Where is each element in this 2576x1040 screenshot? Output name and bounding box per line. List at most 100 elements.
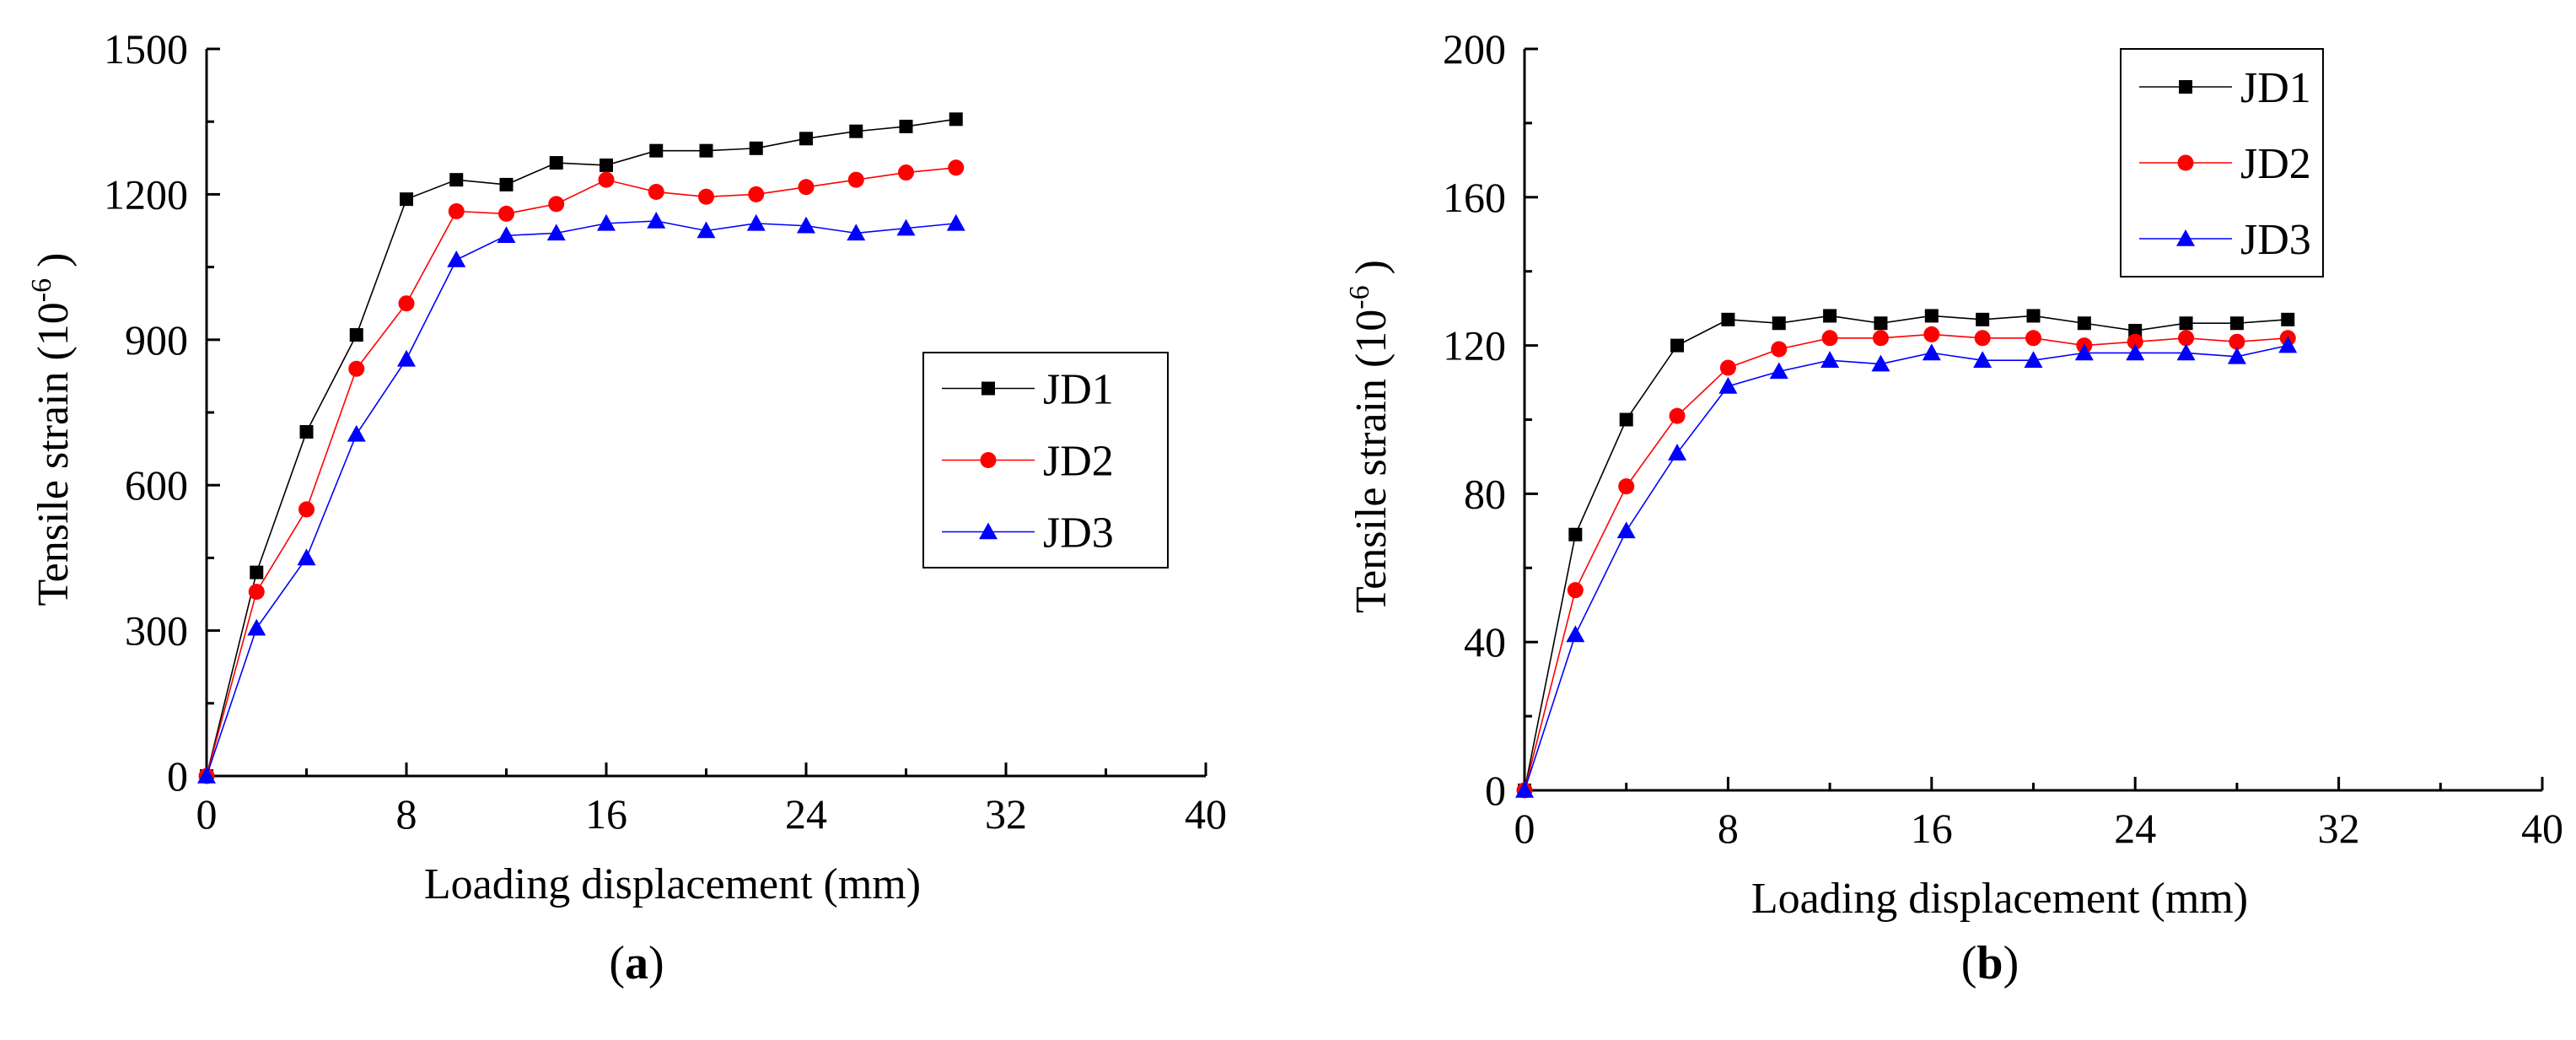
series-line-JD2	[206, 166, 956, 777]
x-tick-label: 16	[585, 790, 627, 838]
data-point-JD2	[1618, 478, 1635, 495]
data-point-JD2	[798, 179, 815, 196]
data-point-JD3	[847, 224, 866, 241]
y-tick-label: 900	[125, 316, 188, 364]
x-tick-label: 8	[1718, 805, 1739, 852]
data-point-JD3	[2278, 336, 2298, 353]
data-point-JD1	[349, 328, 363, 342]
data-point-JD2	[1821, 330, 1838, 347]
data-point-JD1	[2128, 324, 2143, 338]
x-tick-label: 0	[196, 790, 218, 838]
y-tick-label: 600	[125, 461, 188, 509]
data-point-JD3	[2024, 351, 2043, 368]
data-point-JD3	[1515, 781, 1534, 798]
series-JD3	[1515, 336, 2298, 798]
data-point-JD3	[2227, 347, 2246, 364]
data-point-JD2	[847, 171, 864, 188]
data-point-JD3	[347, 424, 366, 442]
legend-marker-JD1	[981, 381, 995, 396]
y-tick-label: 80	[1464, 470, 1506, 517]
legend-label-JD3: JD3	[1043, 509, 1114, 558]
data-point-JD3	[1668, 444, 1687, 461]
data-point-JD2	[348, 360, 365, 377]
data-point-JD1	[1670, 338, 1685, 353]
legend-label-JD3: JD3	[2240, 216, 2311, 264]
data-point-JD2	[298, 501, 315, 518]
data-point-JD2	[498, 205, 514, 222]
series-line-JD3	[1524, 344, 2288, 791]
data-point-JD2	[2229, 333, 2245, 350]
data-point-JD3	[546, 224, 566, 241]
data-point-JD1	[299, 424, 314, 439]
data-point-JD3	[1820, 351, 1840, 368]
series-line-JD3	[206, 220, 956, 777]
data-point-JD1	[649, 143, 664, 158]
legend-marker-JD2	[980, 452, 997, 468]
data-point-JD1	[899, 119, 913, 133]
x-tick-label: 16	[1911, 805, 1953, 852]
data-point-JD2	[1872, 330, 1889, 347]
data-point-JD1	[1568, 527, 1583, 542]
data-point-JD1	[1772, 316, 1786, 331]
series-JD1	[200, 112, 963, 783]
y-tick-label: 160	[1443, 174, 1506, 221]
series-line-JD1	[1524, 315, 2288, 791]
data-point-JD1	[400, 192, 413, 207]
data-point-JD2	[898, 164, 914, 181]
y-tick-label: 0	[1485, 767, 1506, 814]
data-point-JD3	[1922, 343, 1941, 361]
data-point-JD1	[1874, 316, 1888, 331]
data-point-JD3	[447, 250, 466, 267]
data-point-JD1	[2281, 312, 2295, 326]
y-axis-title-text: Tensile strain (10	[30, 302, 78, 606]
legend-marker-JD3	[979, 522, 998, 540]
panel-caption-close: )	[2003, 937, 2019, 989]
legend-marker-JD3	[2176, 229, 2195, 246]
data-point-JD1	[799, 132, 813, 146]
data-point-JD3	[1769, 362, 1788, 380]
data-point-JD3	[1566, 625, 1585, 643]
y-axis-title: Tensile strain (10-6 )	[26, 253, 78, 606]
y-axis-title-text: Tensile strain (10	[1347, 310, 1396, 613]
data-point-JD3	[696, 221, 716, 239]
x-tick-label: 32	[985, 790, 1027, 838]
legend-label-JD1: JD1	[1043, 366, 1114, 414]
chart-panel-b: 0 8 16 24 32 40 0 40 80 120 160 200 Loading displace…	[1344, 25, 2563, 989]
legend-label-JD2: JD2	[2240, 140, 2311, 188]
y-axis-title: Tensile strain (10-6 )	[1344, 260, 1396, 613]
y-axis-title-exponent: -6	[1344, 285, 1375, 309]
legend: JD1 JD2 JD3	[922, 352, 1169, 568]
data-point-JD1	[2179, 316, 2193, 331]
series-JD1	[1518, 309, 2295, 797]
data-point-JD2	[2127, 333, 2143, 350]
data-point-JD2	[248, 584, 265, 601]
y-axis-title-close: )	[1347, 260, 1396, 285]
data-point-JD3	[1616, 521, 1636, 539]
y-tick-label: 40	[1464, 618, 1506, 665]
data-point-JD3	[197, 767, 216, 784]
data-point-JD1	[1924, 309, 1939, 323]
data-point-JD1	[2229, 316, 2244, 331]
panel-caption-letter: a	[625, 937, 648, 989]
data-point-JD1	[1823, 309, 1837, 323]
data-point-JD3	[1871, 354, 1890, 372]
data-point-JD3	[2074, 343, 2094, 361]
panel-caption-close: )	[648, 937, 664, 989]
data-point-JD3	[497, 226, 516, 244]
legend-label-JD2: JD2	[1043, 438, 1114, 486]
data-point-JD1	[449, 173, 464, 187]
data-point-JD2	[1923, 326, 1940, 342]
data-point-JD3	[1973, 351, 1993, 368]
data-point-JD2	[448, 203, 465, 220]
panel-caption: (b)	[1961, 937, 2019, 989]
data-point-JD2	[1669, 407, 1686, 424]
data-point-JD3	[397, 349, 416, 367]
data-point-JD1	[549, 156, 563, 170]
data-point-JD3	[2176, 343, 2196, 361]
data-point-JD2	[1974, 330, 1991, 347]
y-tick-label: 120	[1443, 322, 1506, 369]
data-point-JD3	[896, 218, 916, 236]
x-tick-label: 40	[2521, 805, 2563, 852]
data-point-JD2	[398, 295, 415, 312]
legend: JD1 JD2 JD3	[2120, 48, 2324, 278]
